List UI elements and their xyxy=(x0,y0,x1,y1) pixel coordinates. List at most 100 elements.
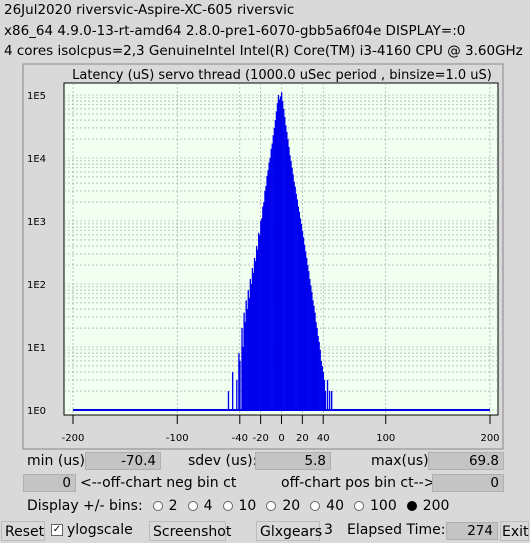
histogram-bar xyxy=(321,365,323,410)
histogram-bar xyxy=(305,257,308,410)
histogram-bar xyxy=(287,139,289,411)
histogram-bar xyxy=(309,279,311,410)
elapsed-value: 274 xyxy=(446,522,498,540)
header-line-2: x86_64 4.9.0-13-rt-amd64 2.8.0-pre1-6070… xyxy=(4,23,466,39)
x-tick-label: -200 xyxy=(62,433,85,444)
histogram-bar xyxy=(317,335,319,410)
histogram-bar xyxy=(323,379,326,410)
y-ticks: 1E0 1E1 1E2 1E3 1E4 1E5 xyxy=(27,91,46,417)
histogram-bar xyxy=(331,391,333,410)
histogram-bar xyxy=(328,391,331,410)
x-ticks: -200 -100 -40 -20 0 20 40 100 200 xyxy=(62,415,500,444)
histogram-bar xyxy=(311,291,313,410)
histogram-bar xyxy=(280,92,283,410)
histogram-bar xyxy=(248,297,251,410)
histogram-bar xyxy=(270,148,272,410)
radio-dot[interactable] xyxy=(406,501,417,511)
chart-title: Latency (uS) servo thread (1000.0 uSec p… xyxy=(72,68,492,83)
histogram-bar xyxy=(260,221,262,410)
bins-option-200[interactable]: 200 xyxy=(406,498,449,514)
radio-dot[interactable] xyxy=(266,501,277,511)
histogram-bar xyxy=(284,116,286,411)
x-tick-label: 100 xyxy=(376,433,395,444)
min-value: -70.4 xyxy=(85,452,161,470)
histogram-bar xyxy=(293,181,295,410)
histogram-bar xyxy=(239,360,241,410)
histogram-bar xyxy=(298,211,301,410)
histogram-bar xyxy=(254,261,257,410)
histogram-bar xyxy=(285,125,287,410)
radio-dot[interactable] xyxy=(152,501,163,511)
bins-option-4[interactable]: 4 xyxy=(187,498,213,514)
histogram-bar xyxy=(313,305,315,410)
histogram-bar xyxy=(319,349,321,410)
bins-selector: Display +/- bins: 2 4 10 20 40 100 200 xyxy=(27,498,449,514)
histogram-bar xyxy=(315,321,317,410)
histogram-bar xyxy=(296,199,298,410)
bins-option-20[interactable]: 20 xyxy=(266,498,300,514)
pos-bin-count: 0 xyxy=(432,474,504,492)
max-label: max(us) xyxy=(371,453,429,469)
glxgears-button[interactable]: Glxgears xyxy=(256,521,322,541)
neg-bin-label: <--off-chart neg bin ct xyxy=(80,475,237,491)
histogram-bar xyxy=(283,108,285,410)
bins-option-2[interactable]: 2 xyxy=(152,498,178,514)
histogram-bar xyxy=(265,185,267,410)
histogram-bar xyxy=(242,347,244,410)
histogram-bar xyxy=(262,206,264,410)
histogram-bar xyxy=(252,272,255,410)
histogram-bar xyxy=(299,218,302,410)
histogram-bar xyxy=(272,135,274,410)
histogram-bar xyxy=(249,279,252,410)
histogram-bar xyxy=(250,284,253,410)
x-tick-label: 40 xyxy=(317,433,330,444)
histogram-bar xyxy=(241,328,243,410)
histogram-bar xyxy=(253,257,256,410)
histogram-bar xyxy=(286,131,288,410)
histogram-bar xyxy=(295,193,297,410)
histogram-bar xyxy=(243,312,245,410)
histogram-bar xyxy=(303,244,306,410)
bins-option-label: 40 xyxy=(326,498,344,514)
histogram-bar xyxy=(312,300,314,410)
bins-option-40[interactable]: 40 xyxy=(310,498,344,514)
y-tick-label: 1E1 xyxy=(27,343,46,354)
radio-dot[interactable] xyxy=(310,501,321,511)
screenshot-button[interactable]: Screenshot xyxy=(149,521,231,541)
histogram-bar xyxy=(251,267,254,410)
radio-dot[interactable] xyxy=(187,501,198,511)
sdev-value: 5.8 xyxy=(255,452,331,470)
exit-button[interactable]: Exit xyxy=(500,521,529,541)
sdev-label: sdev (us): xyxy=(188,453,258,469)
histogram-bar xyxy=(269,158,271,410)
radio-dot[interactable] xyxy=(354,501,364,511)
radio-dot[interactable] xyxy=(222,501,233,511)
histogram-bar xyxy=(288,146,290,410)
x-tick-label: 0 xyxy=(278,433,284,444)
x-tick-label: 20 xyxy=(296,433,309,444)
x-tick-label: -40 xyxy=(232,433,248,444)
elapsed-label: Elapsed Time: xyxy=(347,522,446,538)
ylogscale-checkbox[interactable]: ✓ xyxy=(51,524,63,536)
x-tick-label: -20 xyxy=(252,433,268,444)
x-tick-label: -100 xyxy=(166,433,189,444)
ylogscale-toggle[interactable]: ✓ ylogscale xyxy=(51,522,133,538)
histogram-bar xyxy=(236,379,238,410)
histogram-bar xyxy=(291,167,293,410)
bins-label: Display +/- bins: xyxy=(27,498,143,514)
pos-bin-label: off-chart pos bin ct--> xyxy=(281,475,436,491)
histogram-bar xyxy=(322,372,325,410)
max-value: 69.8 xyxy=(428,452,504,470)
histogram-bar xyxy=(297,206,300,410)
histogram-bar xyxy=(246,309,248,410)
bins-option-100[interactable]: 100 xyxy=(354,498,397,514)
histogram-bar xyxy=(326,379,329,410)
reset-button[interactable]: Reset xyxy=(1,521,45,541)
histogram-bar xyxy=(292,174,294,410)
histogram-bar xyxy=(245,300,247,410)
histogram-bar xyxy=(247,290,249,410)
histogram-bar xyxy=(231,372,234,410)
bins-option-10[interactable]: 10 xyxy=(222,498,256,514)
histogram-bar xyxy=(279,96,282,410)
histogram-bar xyxy=(258,232,260,410)
